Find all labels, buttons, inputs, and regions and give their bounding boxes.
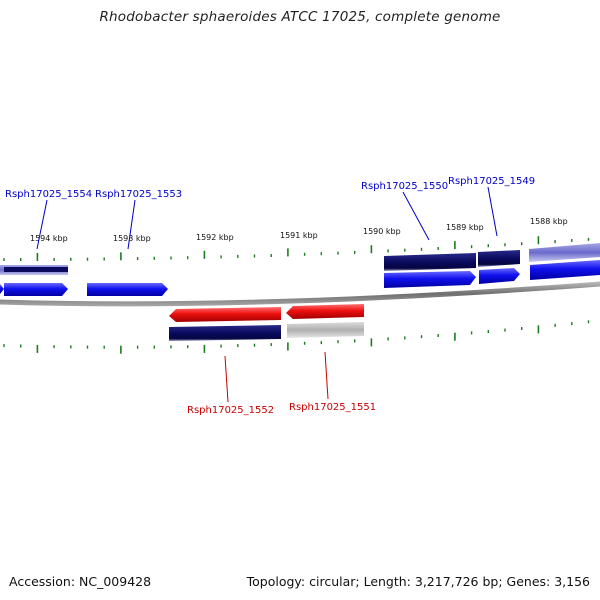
gene-arrow-1551[interactable] bbox=[286, 304, 364, 319]
reverse-gene-track bbox=[169, 304, 364, 322]
accession-text: Accession: NC_009428 bbox=[9, 574, 152, 589]
gene-arrow-1554[interactable] bbox=[4, 283, 68, 296]
map-title: Rhodobacter sphaeroides ATCC 17025, comp… bbox=[99, 9, 501, 25]
gene-label-1553[interactable]: Rsph17025_1553 bbox=[95, 189, 182, 200]
leader-line-1551 bbox=[324, 351, 329, 400]
kbp-label-1594: 1594 kbp bbox=[30, 234, 68, 243]
gene-labels: Rsph17025_1554 Rsph17025_1553 Rsph17025_… bbox=[5, 176, 535, 416]
kbp-label-1591: 1591 kbp bbox=[280, 231, 318, 240]
forward-gene-track bbox=[0, 260, 600, 296]
kbp-labels: 1594 kbp 1593 kbp 1592 kbp 1591 kbp 1590… bbox=[30, 217, 568, 243]
forward-cds-track bbox=[0, 243, 600, 275]
gene-arrow-1549[interactable] bbox=[479, 268, 520, 284]
leader-line-1549 bbox=[487, 186, 498, 237]
gene-arrow-1552[interactable] bbox=[169, 307, 281, 322]
reverse-cds-track bbox=[169, 322, 364, 341]
leader-line-1553 bbox=[127, 199, 136, 250]
kbp-label-1593: 1593 kbp bbox=[113, 234, 151, 243]
leader-lines bbox=[36, 186, 498, 403]
genome-stats-text: Topology: circular; Length: 3,217,726 bp… bbox=[246, 574, 590, 589]
tick-marks-bottom bbox=[3, 320, 590, 354]
gene-label-1550[interactable]: Rsph17025_1550 bbox=[361, 181, 448, 192]
kbp-label-1589: 1589 kbp bbox=[446, 223, 484, 232]
cds-feature[interactable] bbox=[529, 243, 600, 262]
genome-backbone bbox=[0, 281, 600, 307]
cds-feature[interactable] bbox=[384, 253, 476, 271]
gene-arrow-right-edge[interactable] bbox=[530, 260, 600, 280]
gene-arrow-left-edge[interactable] bbox=[0, 284, 4, 294]
kbp-label-1592: 1592 kbp bbox=[196, 233, 234, 242]
cds-feature[interactable] bbox=[287, 322, 364, 338]
gene-arrow-1550[interactable] bbox=[384, 271, 476, 288]
gene-label-1551[interactable]: Rsph17025_1551 bbox=[289, 402, 376, 413]
kbp-label-1590: 1590 kbp bbox=[363, 227, 401, 236]
tick-marks-top bbox=[3, 236, 590, 261]
cds-feature[interactable] bbox=[478, 250, 520, 267]
cds-feature[interactable] bbox=[169, 325, 281, 341]
gene-label-1554[interactable]: Rsph17025_1554 bbox=[5, 189, 92, 200]
leader-line-1550 bbox=[402, 191, 430, 241]
gene-label-1552[interactable]: Rsph17025_1552 bbox=[187, 405, 274, 416]
gene-label-1549[interactable]: Rsph17025_1549 bbox=[448, 176, 535, 187]
kbp-label-1588: 1588 kbp bbox=[530, 217, 568, 226]
cds-feature[interactable] bbox=[4, 267, 68, 272]
leader-line-1552 bbox=[224, 355, 229, 403]
gene-arrow-1553[interactable] bbox=[87, 283, 168, 296]
leader-line-1554 bbox=[36, 199, 48, 250]
